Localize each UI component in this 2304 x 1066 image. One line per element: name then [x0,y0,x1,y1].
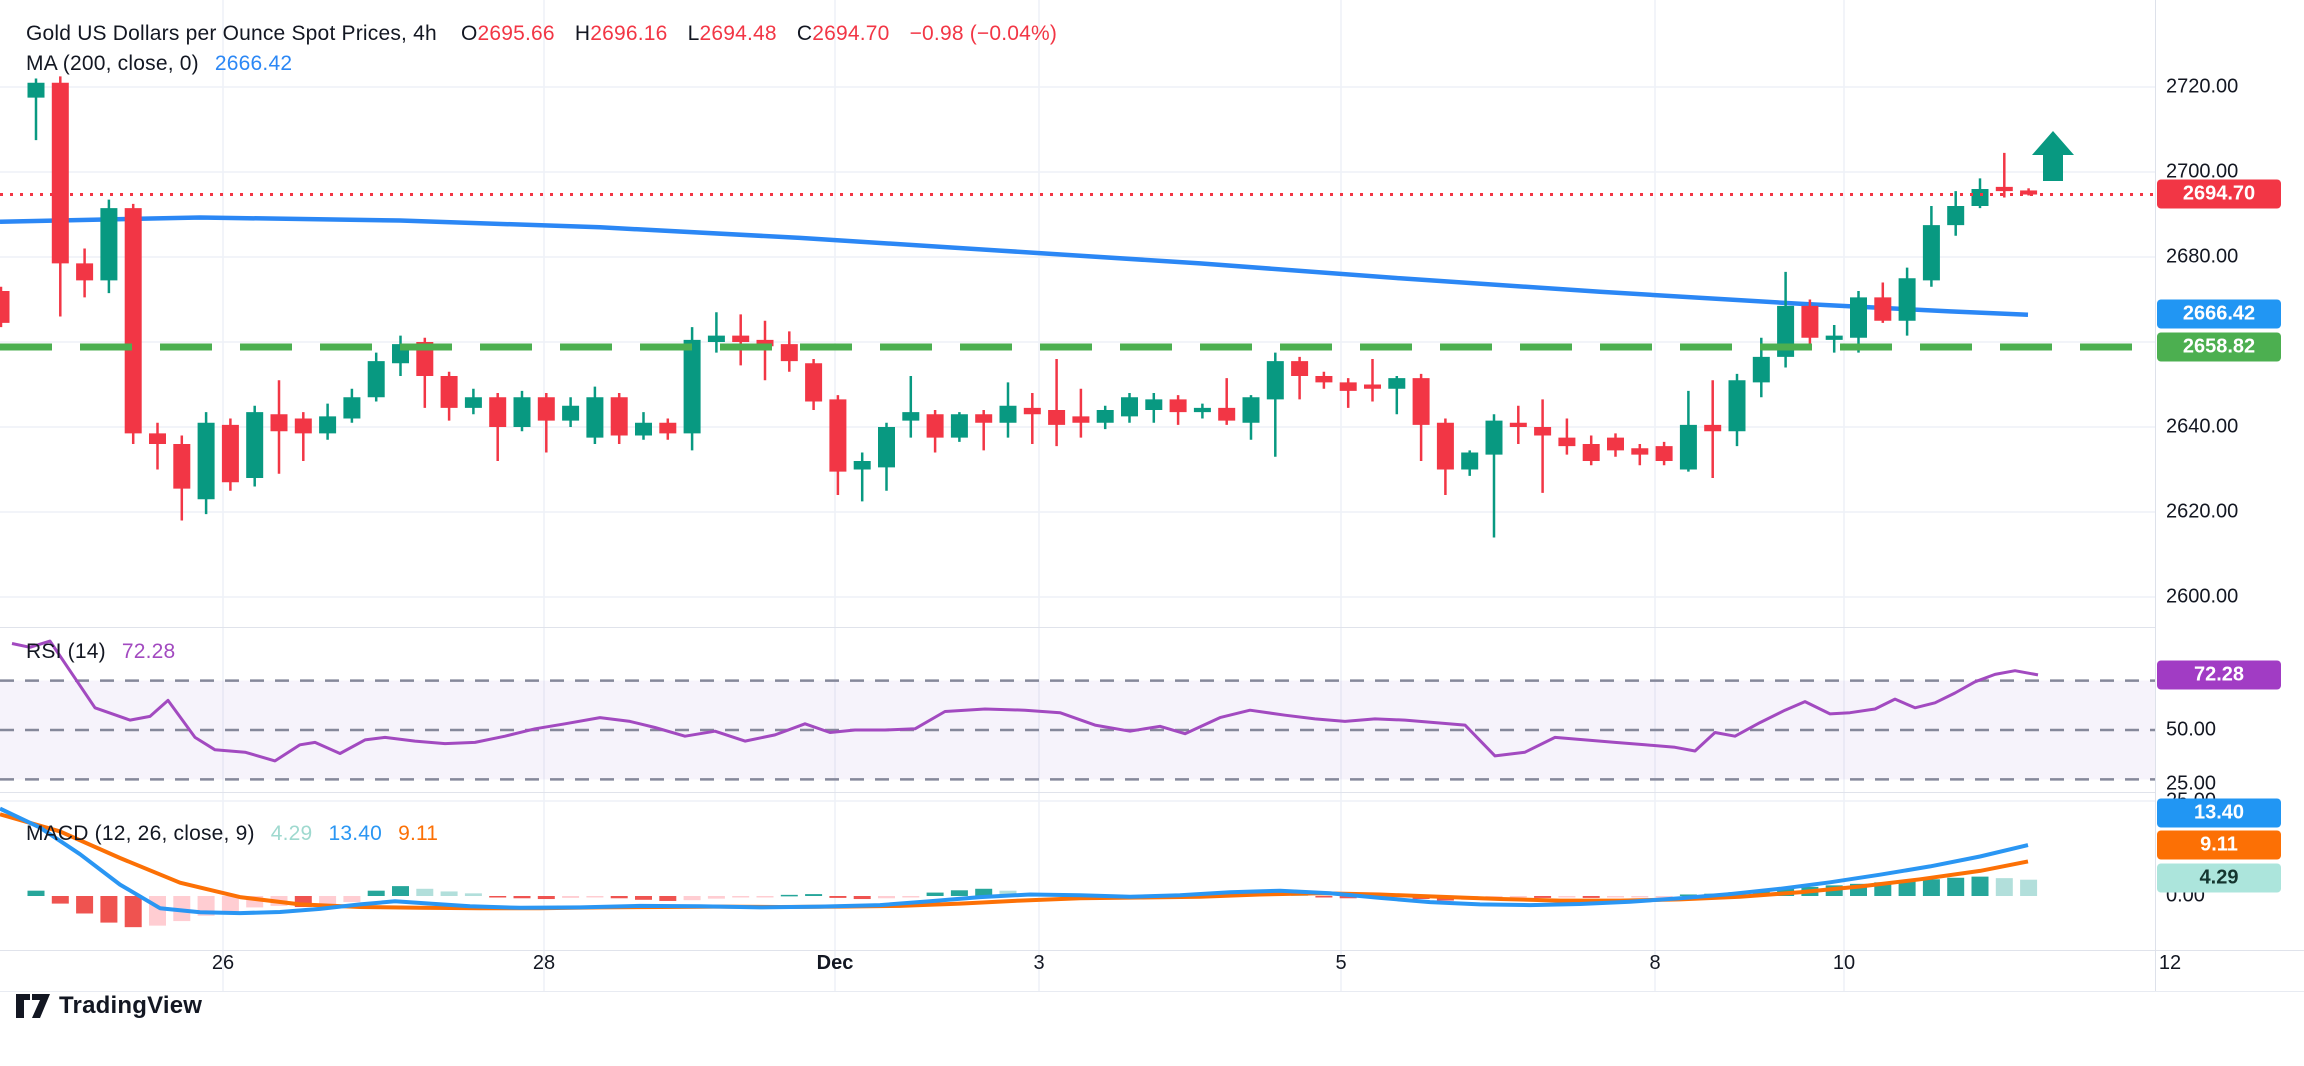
ma-value-badge: 2666.42 [2157,299,2281,329]
macd-value-badge: 13.40 [2157,798,2281,828]
axis-tick-label: 2700.00 [2166,160,2239,183]
time-tick-3[interactable]: 3 [1033,952,1045,974]
ohlc-low: L2694.48 [687,22,777,45]
axis-tick-label: 2620.00 [2166,500,2239,523]
macd-legend-label: MACD (12, 26, close, 9) [26,822,255,845]
time-axis-border [0,950,2304,951]
macd-hist-value: 4.29 [270,822,313,845]
price-change: −0.98 (−0.04%) [909,22,1058,45]
macd-line-value: 13.40 [328,822,383,845]
time-tick-5[interactable]: 5 [1335,952,1347,974]
time-tick-12[interactable]: 12 [2158,952,2182,974]
axis-tick-label: 2720.00 [2166,75,2239,98]
axis-tick-label: 2680.00 [2166,245,2239,268]
ma-legend[interactable]: MA (200, close, 0) 2666.42 [26,52,292,76]
ohlc-high: H2696.16 [574,22,668,45]
time-tick-28[interactable]: 28 [532,952,556,974]
tradingview-logo-icon [16,994,50,1018]
tradingview-logo-text: TradingView [59,992,203,1019]
hist-value-badge: 4.29 [2157,863,2281,893]
ma-legend-label: MA (200, close, 0) [26,52,199,75]
axis-tick-label: 25.00 [2166,772,2217,795]
macd-signal-value: 9.11 [398,822,439,845]
ma-legend-value: 2666.42 [214,52,293,75]
time-tick-8[interactable]: 8 [1649,952,1661,974]
pane-divider-rsi[interactable] [0,627,2155,628]
buy-signal-arrow-icon[interactable] [2032,131,2074,181]
rsi-legend[interactable]: RSI (14) 72.28 [26,640,175,664]
pane-divider-macd[interactable] [0,792,2155,793]
rsi-legend-value: 72.28 [121,640,176,663]
axis-tick-label: 2600.00 [2166,585,2239,608]
symbol-header[interactable]: Gold US Dollars per Ounce Spot Prices, 4… [26,22,1057,46]
rsi-value-badge: 72.28 [2157,660,2281,690]
axis-tick-label: 2640.00 [2166,415,2239,438]
time-tick-dec[interactable]: Dec [816,952,854,974]
macd-legend[interactable]: MACD (12, 26, close, 9) 4.29 13.40 9.11 [26,822,438,846]
axis-tick-label: 50.00 [2166,718,2217,741]
last-price-badge: 2694.70 [2157,179,2281,209]
symbol-title: Gold US Dollars per Ounce Spot Prices, 4… [26,22,437,45]
price-axis-border [2155,0,2156,991]
support-level-badge: 2658.82 [2157,332,2281,362]
rsi-legend-label: RSI (14) [26,640,106,663]
time-tick-10[interactable]: 10 [1832,952,1856,974]
footer-border [0,991,2304,992]
ohlc-open: O2695.66 [460,22,555,45]
time-tick-26[interactable]: 26 [211,952,235,974]
ohlc-close: C2694.70 [796,22,890,45]
tradingview-logo[interactable]: TradingView [16,992,202,1020]
signal-value-badge: 9.11 [2157,830,2281,860]
